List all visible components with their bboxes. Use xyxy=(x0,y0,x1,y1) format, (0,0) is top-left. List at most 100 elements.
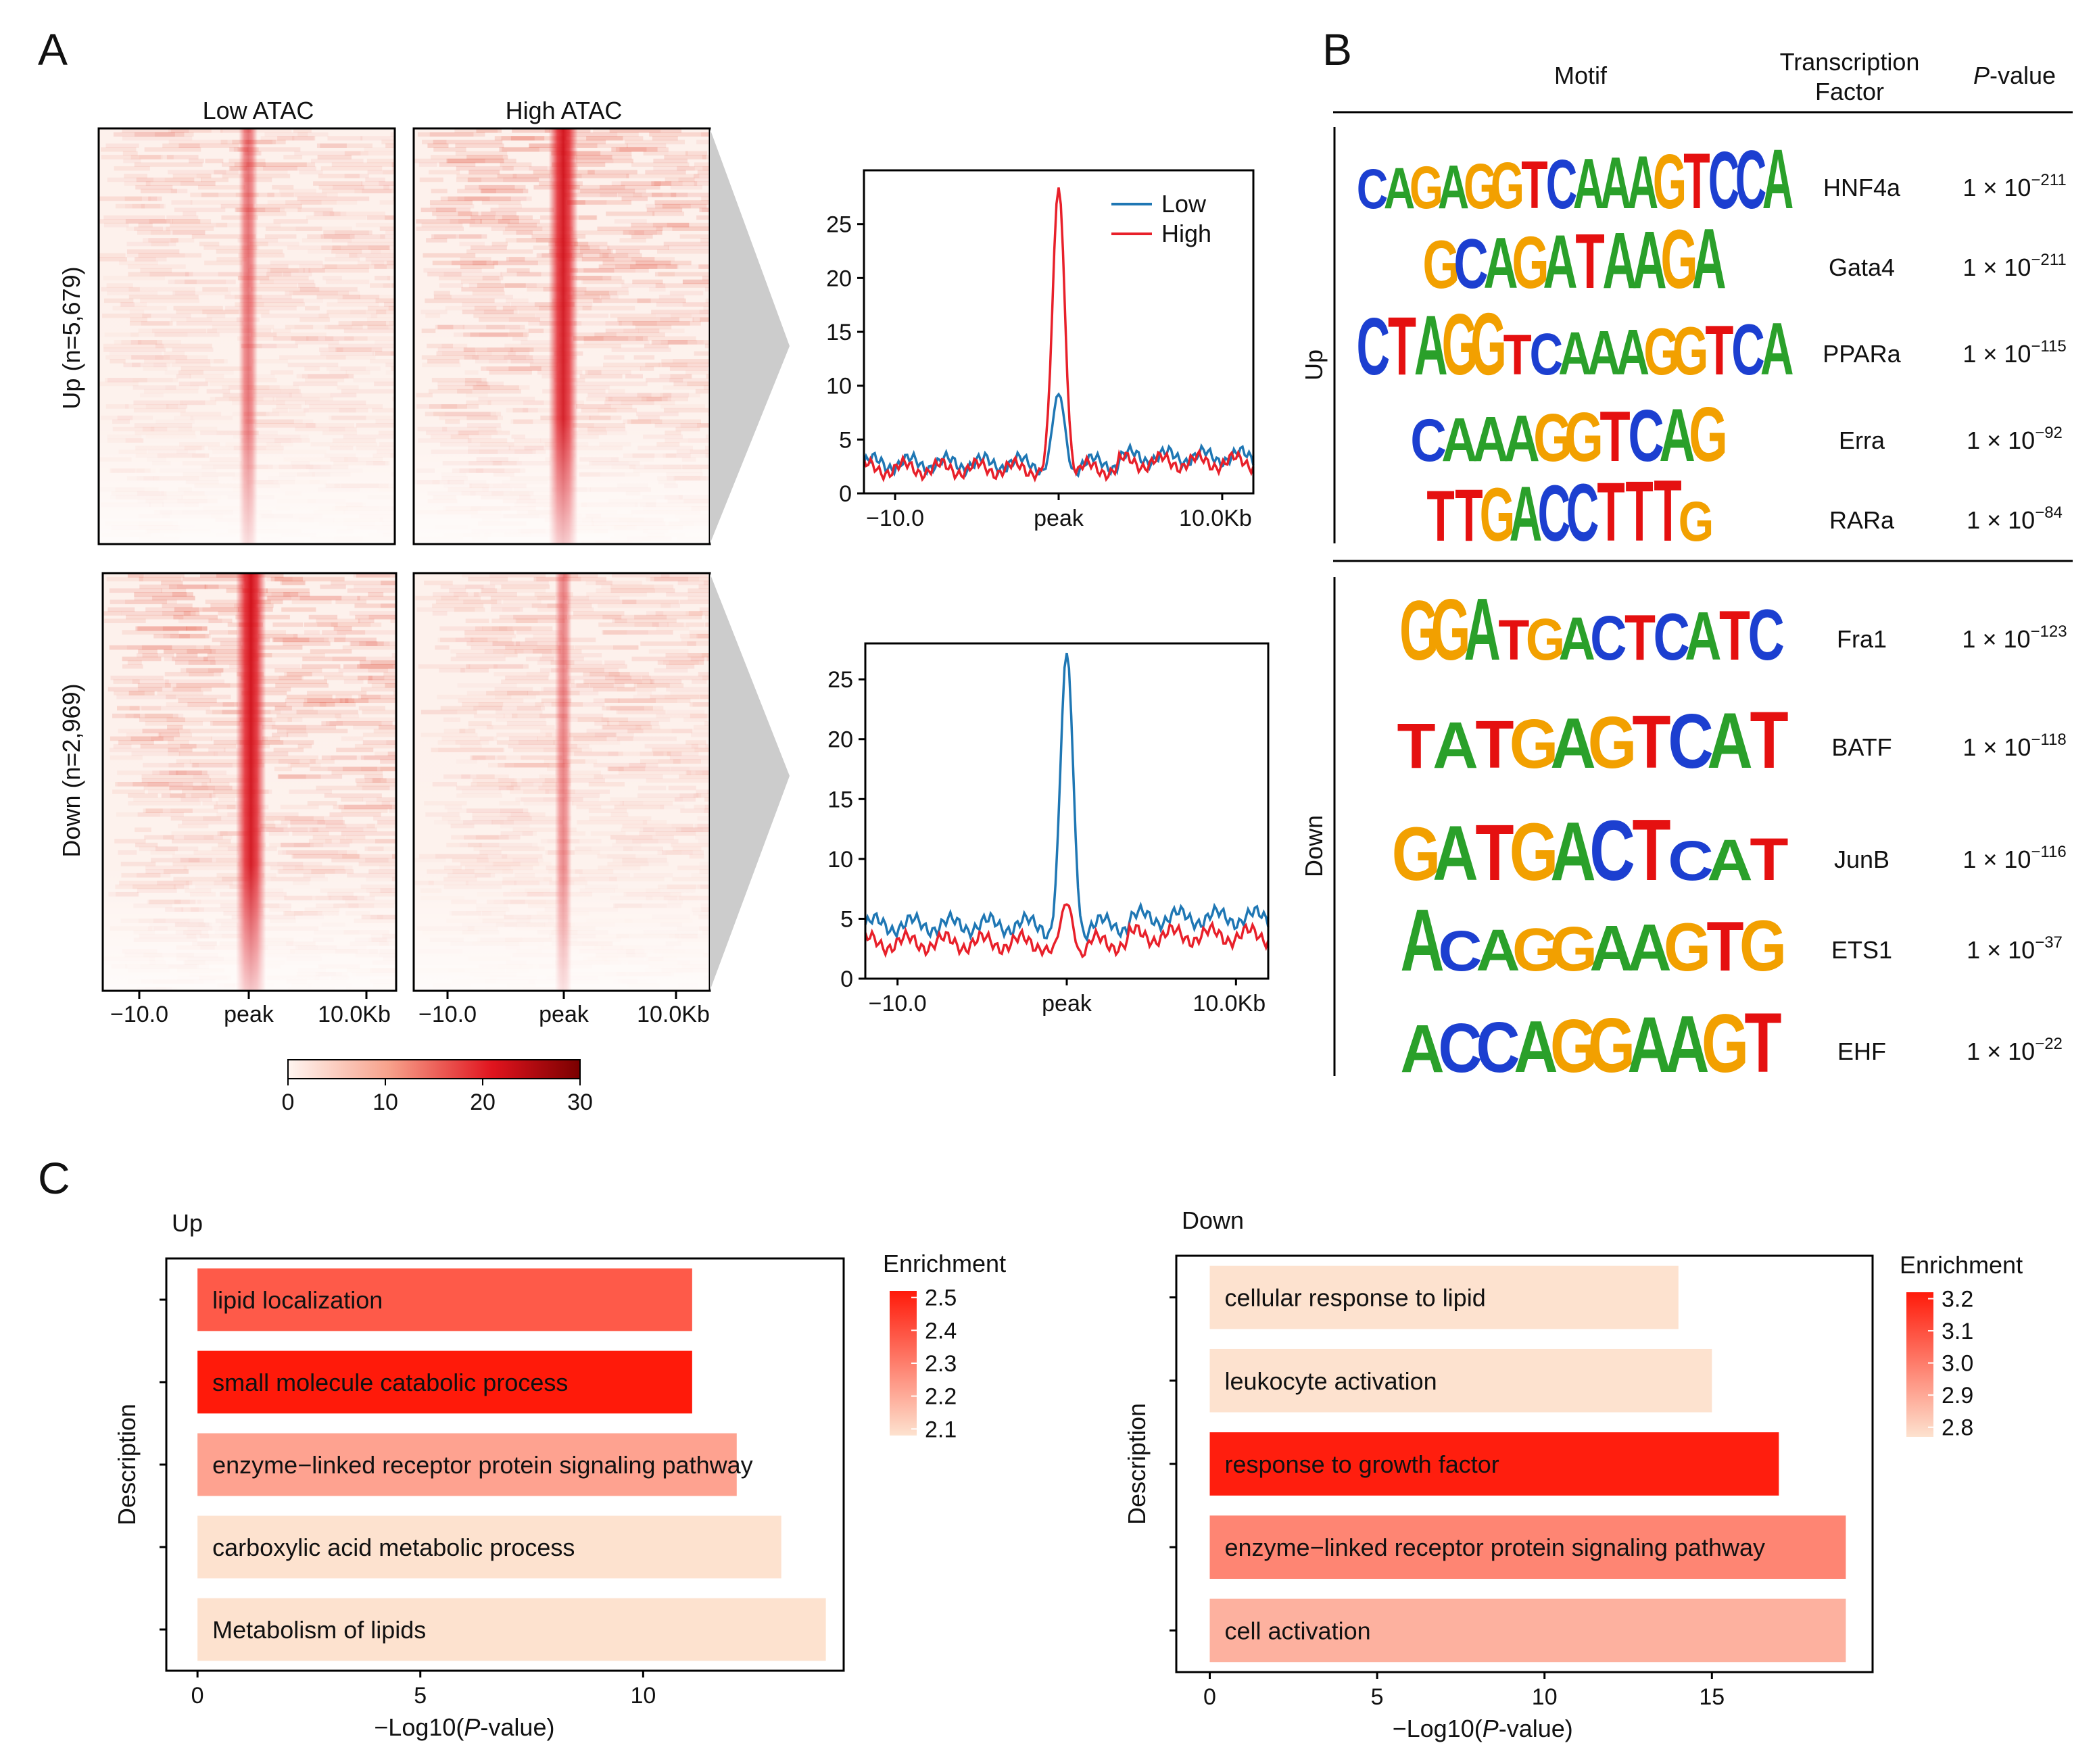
bar-chart-title: Up xyxy=(172,1209,203,1237)
enrichment-legend-label: 3.1 xyxy=(1942,1319,1973,1344)
motif-letter: T xyxy=(1426,475,1454,556)
motif-letter: G xyxy=(1512,916,1560,984)
profile-plot-down: 0 5 10 15 20 25 −10.0 peak 10.0Kb xyxy=(827,642,1270,1016)
pvalue-text: 1 × 10−116 xyxy=(1962,843,2066,873)
motif-letter: G xyxy=(1491,149,1524,222)
motif-letter: G xyxy=(1660,214,1697,306)
heatmap-up-high xyxy=(412,127,711,545)
motif-letter: A xyxy=(1600,142,1632,224)
motif-letter: A xyxy=(1441,404,1478,474)
motif-letter: C xyxy=(1356,301,1390,392)
heatmap-xticks-low: −10.0 peak 10.0Kb xyxy=(110,991,391,1027)
profile-ytick-label: 15 xyxy=(826,320,852,345)
enrichment-legend-title: Enrichment xyxy=(1900,1251,2023,1279)
tf-name: HNF4a xyxy=(1823,174,1901,201)
tf-name: PPARa xyxy=(1823,340,1901,368)
motif-letter: A xyxy=(1432,810,1478,898)
motif-letter: C xyxy=(1748,594,1784,675)
motif-letter: T xyxy=(1625,464,1653,560)
panel-letter-b: B xyxy=(1322,24,1352,74)
tf-name: BATF xyxy=(1831,733,1892,761)
bar xyxy=(1209,1515,1846,1579)
motif-letter: T xyxy=(1632,700,1670,783)
motif-letter: G xyxy=(1550,914,1597,985)
motif-letter: G xyxy=(1480,472,1516,557)
profile-ytick-label: 15 xyxy=(827,787,853,812)
heatmap-down-low xyxy=(101,572,398,992)
motif-letter: G xyxy=(1564,398,1604,476)
motif-letter: C xyxy=(1438,1008,1482,1087)
pvalue-text: 1 × 10−84 xyxy=(1967,504,2063,534)
motif-letter: C xyxy=(1546,146,1578,224)
heatmap-down-high xyxy=(412,572,711,992)
profile-ytick-label: 20 xyxy=(827,727,853,753)
motif-letter: C xyxy=(1476,1007,1520,1087)
motif-letter: A xyxy=(1432,709,1478,782)
heatmap-fade xyxy=(414,128,710,544)
panel-c: C Up lipid localization small molecule cat… xyxy=(38,1153,2023,1742)
motif-letter: T xyxy=(1624,602,1656,674)
motif-letter: A xyxy=(1602,216,1637,305)
motif-letter: C xyxy=(1668,699,1714,785)
motif-letter: A xyxy=(1414,299,1448,393)
motif-letter: A xyxy=(1587,318,1621,388)
colorbar-gradient xyxy=(287,1059,581,1079)
profile-ytick-label: 5 xyxy=(839,427,852,453)
motif-letter: T xyxy=(1388,300,1416,393)
motif-letter: T xyxy=(1706,907,1743,985)
bar-label: Metabolism of lipids xyxy=(212,1616,426,1644)
motif-letter: A xyxy=(1483,224,1518,304)
hm-xtick-high-right: 10.0Kb xyxy=(637,1002,710,1027)
motif-letter: G xyxy=(1510,806,1559,897)
motif-letter: T xyxy=(1750,695,1788,785)
legend-label-high: High xyxy=(1161,220,1211,247)
colorbar-tick-label: 30 xyxy=(567,1089,593,1115)
motif-letter: G xyxy=(1470,296,1507,394)
bar-ylabel: Description xyxy=(1123,1403,1151,1525)
tf-name: Fra1 xyxy=(1837,625,1887,653)
bar-xtick-label: 5 xyxy=(1371,1684,1384,1710)
tf-name: RARa xyxy=(1829,506,1895,534)
motif-letter: A xyxy=(1573,144,1605,224)
motif-letter: T xyxy=(1744,996,1781,1091)
motif-letter: T xyxy=(1397,710,1435,782)
funnel-up xyxy=(710,128,790,544)
tf-name: ETS1 xyxy=(1831,936,1892,964)
pvalue-text: 1 × 10−118 xyxy=(1962,731,2066,761)
tf-header-line2: Factor xyxy=(1815,78,1884,105)
motif-letter: C xyxy=(1653,599,1689,674)
motif-letter: G xyxy=(1588,702,1637,784)
motif-letter: G xyxy=(1689,392,1728,478)
enrichment-legend-label: 2.3 xyxy=(925,1351,957,1377)
motif-letter: G xyxy=(1588,1002,1635,1088)
enrichment-legend-gradient xyxy=(1906,1292,1933,1437)
enrichment-legend-label: 2.5 xyxy=(925,1285,957,1311)
motif-letter: C xyxy=(1668,829,1714,892)
heatmap-fade xyxy=(414,573,710,991)
profile-ytick-label: 10 xyxy=(827,847,853,873)
pvalue-text: 1 × 10−115 xyxy=(1962,337,2066,368)
motif-letter: C xyxy=(1529,321,1563,387)
motif-letter: T xyxy=(1705,311,1733,390)
bar xyxy=(197,1515,781,1579)
motif-letter: T xyxy=(1597,466,1624,560)
motif-letter: T xyxy=(1575,218,1604,305)
motif-letter: A xyxy=(1503,402,1540,475)
motif-letter: G xyxy=(1422,226,1460,303)
heatmap-xticks-high: −10.0 peak 10.0Kb xyxy=(418,991,710,1027)
motif-letter: A xyxy=(1384,156,1416,221)
pvalue-text: 1 × 10−37 xyxy=(1967,933,2063,964)
bar-label: enzyme−linked receptor protein signaling… xyxy=(212,1451,752,1479)
enrichment-legend-label: 2.2 xyxy=(925,1384,957,1410)
motif-letter: C xyxy=(1735,134,1767,226)
enrichment-legend-label: 3.2 xyxy=(1942,1287,1973,1313)
heatmap-up-low xyxy=(97,127,396,545)
motif-letter: G xyxy=(1464,151,1497,222)
group-label-up: Up xyxy=(1300,349,1328,381)
motif-header: Motif xyxy=(1554,62,1608,89)
motif-letter: A xyxy=(1627,1002,1671,1089)
